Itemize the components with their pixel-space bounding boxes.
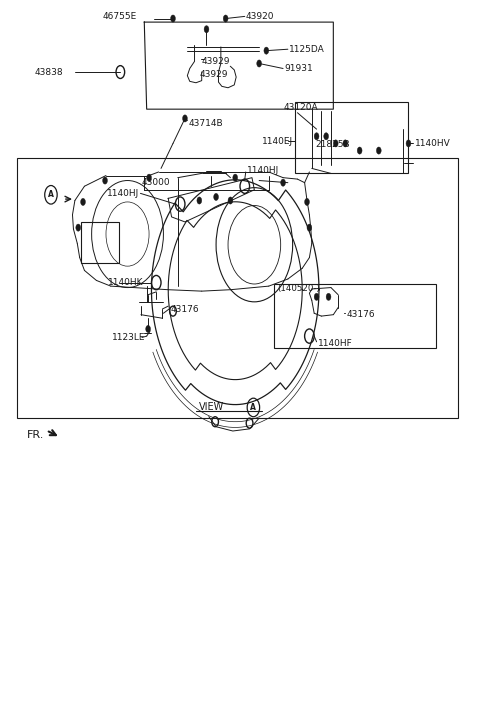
Text: 43929: 43929 [199,69,228,79]
Bar [81,222,120,263]
Circle shape [223,15,228,22]
Text: 1140HK: 1140HK [108,278,144,287]
Text: 43929: 43929 [202,57,230,66]
Circle shape [357,147,362,154]
Circle shape [147,174,152,181]
Circle shape [324,133,328,140]
Text: 43176: 43176 [170,305,199,314]
Circle shape [204,26,209,33]
Text: 43120A: 43120A [283,103,318,112]
Circle shape [182,115,187,122]
Circle shape [314,293,319,300]
Text: 43714B: 43714B [188,119,223,128]
Text: 21825B: 21825B [316,140,350,149]
Text: 1140EJ: 1140EJ [262,137,293,146]
Circle shape [406,140,411,147]
Text: 1140HJ: 1140HJ [247,166,279,175]
Circle shape [103,177,108,184]
Bar [17,158,458,418]
Circle shape [343,140,348,147]
Circle shape [146,325,151,332]
Circle shape [76,224,81,231]
Circle shape [307,224,312,231]
Text: 46755E: 46755E [103,12,137,21]
Circle shape [214,193,218,200]
Text: A: A [251,403,256,412]
Circle shape [333,140,338,147]
Bar [274,284,436,348]
Circle shape [81,198,85,205]
Circle shape [314,133,319,140]
Text: 43176: 43176 [346,310,375,319]
Text: VIEW: VIEW [199,403,225,413]
Circle shape [326,293,331,300]
Text: 1140HJ: 1140HJ [107,189,140,198]
Circle shape [281,179,286,186]
Text: A: A [48,190,54,199]
Text: FR.: FR. [27,430,44,440]
Text: 1140HF: 1140HF [318,339,353,347]
Text: 91931: 91931 [284,64,313,73]
Text: 43920: 43920 [246,12,274,21]
Text: (140520-): (140520-) [277,285,320,293]
Text: 43000: 43000 [142,178,170,187]
Circle shape [228,197,233,204]
Circle shape [305,198,310,205]
Text: 1140HV: 1140HV [415,139,450,148]
Circle shape [264,47,269,54]
Circle shape [197,197,202,204]
Circle shape [170,15,175,22]
Bar [295,102,408,174]
Text: 1123LE: 1123LE [112,333,145,342]
Text: 1125DA: 1125DA [289,45,324,54]
Circle shape [233,174,238,181]
Text: 43838: 43838 [34,67,63,77]
Circle shape [376,147,381,154]
Circle shape [257,60,262,67]
